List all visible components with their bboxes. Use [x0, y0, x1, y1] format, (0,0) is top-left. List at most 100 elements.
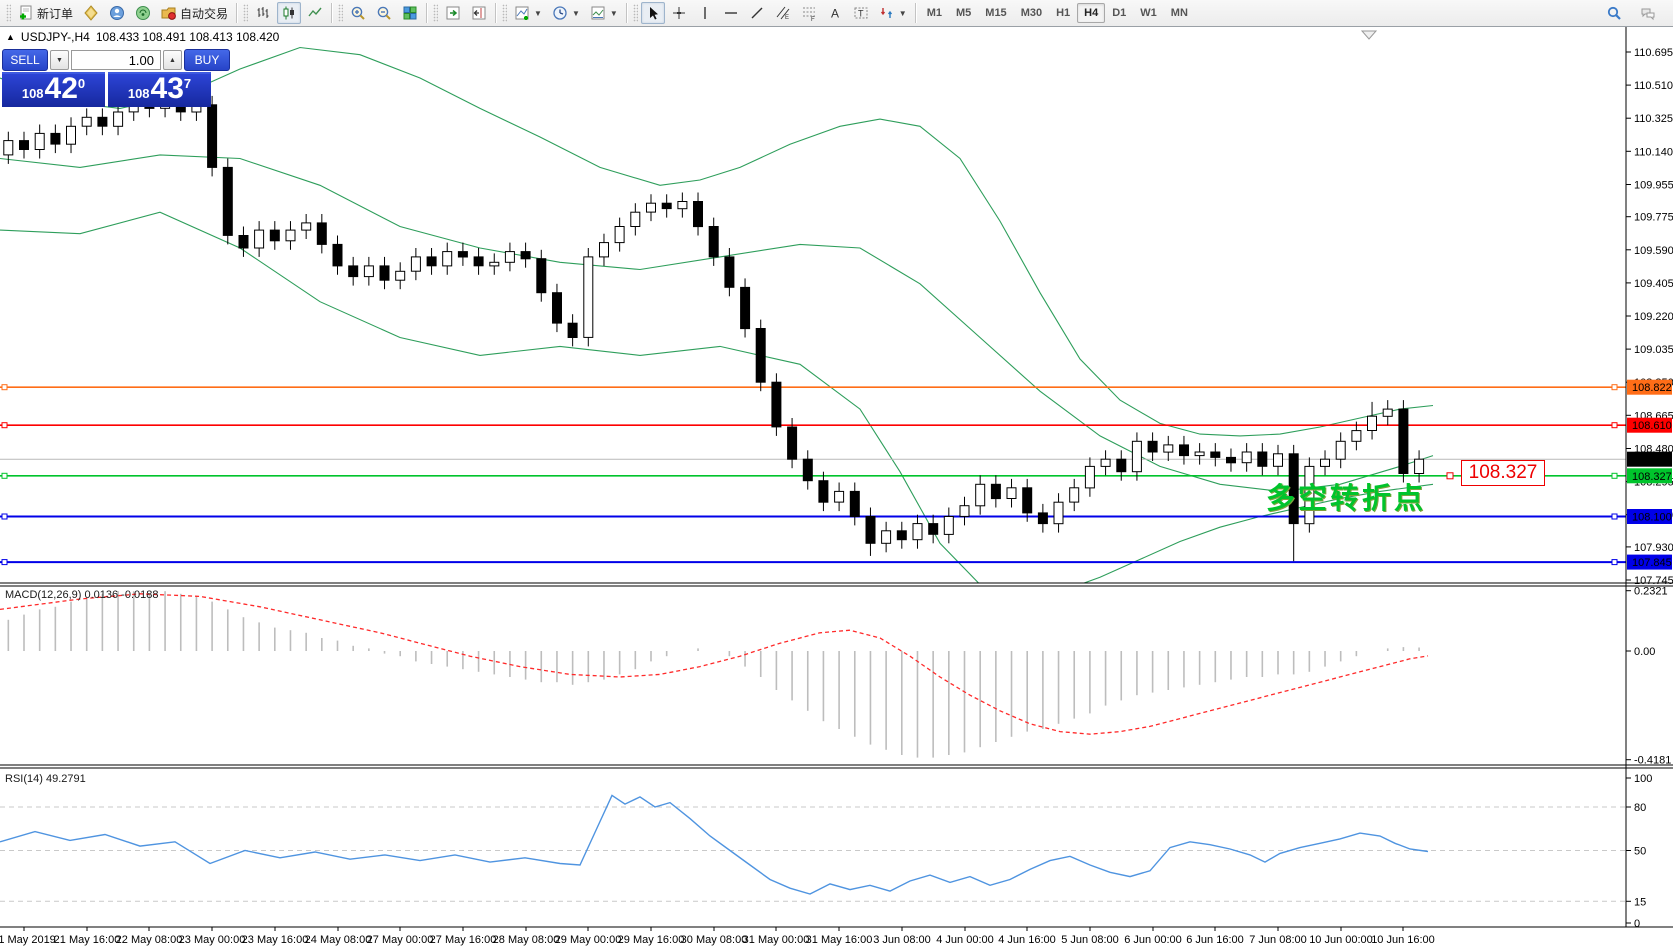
text-label-button[interactable]: T [849, 2, 873, 24]
chart-window[interactable]: 110.695 110.510 110.325 110.140 109.955 109.7… [0, 27, 1673, 951]
arrows-button[interactable]: ▼ [875, 2, 911, 24]
time-tick-label: 6 Jun 16:00 [1186, 934, 1244, 946]
templates-button[interactable]: ▼ [586, 2, 622, 24]
buy-button[interactable]: BUY [184, 49, 230, 71]
candle-body [708, 226, 719, 258]
sell-price-display[interactable]: 108 42 0 [2, 72, 105, 107]
line-handle[interactable] [1, 513, 8, 520]
metaeditor-button[interactable] [79, 2, 103, 24]
toolbar-grip [502, 4, 508, 22]
zoom-in-icon [351, 6, 365, 20]
trendline-button[interactable] [745, 2, 769, 24]
equidistant-channel-button[interactable]: E [771, 2, 795, 24]
chevron-down-icon[interactable]: ▼ [898, 8, 907, 18]
line-chart-button[interactable] [303, 2, 327, 24]
line-handle[interactable] [1611, 472, 1618, 479]
market-button[interactable] [105, 2, 129, 24]
timeframe-h4-button[interactable]: H4 [1077, 3, 1106, 23]
candle-body [285, 229, 296, 242]
line-handle[interactable] [1, 422, 8, 429]
toolbar-separator [426, 3, 429, 23]
vertical-line-button[interactable] [693, 2, 717, 24]
price-tick-label: 107.930 [1634, 542, 1673, 554]
timeframe-w1-button[interactable]: W1 [1140, 7, 1157, 19]
price-tick-label: 107.745 [1634, 575, 1673, 587]
time-tick-label: 30 May 08:00 [681, 934, 748, 946]
candle-body [410, 256, 421, 272]
chart-shift-marker[interactable] [1360, 30, 1378, 40]
search-button[interactable] [1602, 2, 1626, 24]
arrows-icon [880, 8, 892, 18]
collapse-panel-icon[interactable]: ▲ [6, 32, 15, 42]
price-axis[interactable]: 110.695 110.510 110.325 110.140 109.955 109.7… [1626, 47, 1673, 930]
price-callout-box[interactable]: 108.327 [1461, 460, 1545, 486]
autotrading-button[interactable]: 自动交易 [157, 2, 232, 25]
candle-body [1006, 487, 1017, 499]
sell-price-big: 42 [44, 72, 78, 105]
callout-anchor[interactable] [1446, 472, 1454, 480]
timeframe-mn-button[interactable]: MN [1170, 7, 1188, 19]
crosshair-icon [672, 7, 685, 19]
price-badge-label: 108.610 [1632, 420, 1672, 432]
line-handle[interactable] [1, 559, 8, 566]
candle-body [1179, 444, 1189, 457]
candle-body [787, 426, 798, 460]
buy-price-display[interactable]: 108 43 7 [108, 72, 211, 107]
line-handle[interactable] [1611, 559, 1618, 566]
zoom-in-button[interactable] [346, 2, 370, 24]
line-handle[interactable] [1611, 513, 1618, 520]
line-handle[interactable] [1, 384, 8, 391]
cursor-button[interactable] [640, 2, 665, 24]
chat-icon [1641, 8, 1655, 21]
time-tick-label: 24 May 08:00 [305, 934, 372, 946]
candle-body [724, 256, 735, 288]
volume-decrease-button[interactable]: ▼ [50, 50, 69, 70]
chart-canvas[interactable]: 110.695 110.510 110.325 110.140 109.955 109.7… [0, 27, 1673, 951]
candlestick-button[interactable] [277, 2, 302, 24]
chevron-down-icon[interactable]: ▼ [571, 8, 580, 18]
search-icon [1607, 6, 1621, 20]
chevron-down-icon[interactable]: ▼ [534, 8, 542, 18]
new-order-button[interactable]: 新订单 [14, 2, 77, 25]
candle-body [1257, 451, 1268, 467]
crosshair-button[interactable] [667, 2, 691, 24]
tile-windows-button[interactable] [398, 2, 422, 24]
text-button[interactable]: A [823, 2, 847, 24]
indicators-button[interactable]: ▼ [510, 2, 546, 24]
candle-body [1320, 458, 1330, 467]
timeframe-m15-button[interactable]: M15 [985, 7, 1007, 19]
chart-shift-button[interactable] [467, 2, 491, 24]
price-badge-label: 108.100 [1632, 512, 1672, 524]
chevron-down-icon[interactable]: ▼ [609, 8, 618, 18]
bar-chart-button[interactable] [251, 2, 275, 24]
chat-button[interactable] [1636, 2, 1660, 24]
line-handle[interactable] [1611, 422, 1618, 429]
horizontal-line-button[interactable] [719, 2, 743, 24]
new-order-button-label: 新订单 [37, 6, 74, 21]
price-badge-label: 108.822 [1632, 382, 1672, 394]
signals-button[interactable] [131, 2, 155, 24]
time-tick-label: 21 May 2019 [0, 934, 56, 946]
candle-body [1367, 415, 1377, 432]
periods-button[interactable]: ▼ [548, 2, 584, 24]
sell-button[interactable]: SELL [2, 49, 48, 71]
timeframe-m1-button[interactable]: M1 [926, 7, 942, 19]
line-handle[interactable] [1, 472, 8, 479]
zoom-out-button[interactable] [372, 2, 396, 24]
candle-body [849, 490, 860, 517]
candles-layer[interactable] [0, 90, 1425, 562]
fibonacci-button[interactable]: F [797, 2, 821, 24]
candle-body [348, 265, 359, 278]
line-handle[interactable] [1611, 384, 1618, 391]
timeframe-m5-button[interactable]: M5 [956, 7, 972, 19]
timeframe-d1-button[interactable]: D1 [1112, 7, 1127, 19]
autoscroll-button[interactable] [441, 2, 465, 24]
turning-point-annotation[interactable]: 多空转折点 [1266, 483, 1427, 515]
volume-input[interactable] [71, 50, 161, 70]
candle-body [1241, 451, 1252, 464]
timeframe-m30-button[interactable]: M30 [1020, 7, 1043, 19]
volume-increase-button[interactable]: ▲ [163, 50, 182, 70]
signals-icon [136, 6, 151, 20]
timeframe-h1-button[interactable]: H1 [1056, 7, 1071, 19]
